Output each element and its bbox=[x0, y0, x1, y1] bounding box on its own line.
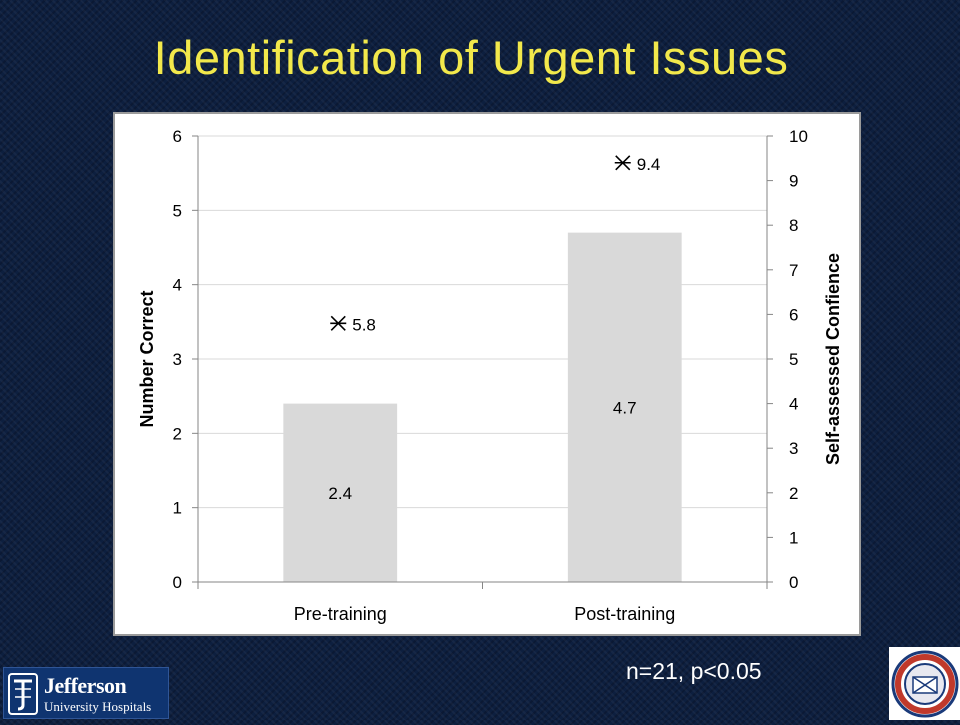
association-seal-logo bbox=[889, 647, 960, 720]
x-category-label: Post-training bbox=[574, 604, 675, 624]
y-tick-label: 1 bbox=[173, 499, 182, 518]
slide-title: Identification of Urgent Issues bbox=[153, 31, 789, 84]
y2-axis-title: Self-assessed Confience bbox=[823, 253, 843, 465]
asterisk-marker bbox=[614, 155, 631, 171]
chart-panel: 0 1 2 3 4 5 6 0 1 2 3 4 5 6 7 8 9 10 2.4 4.7 5.8 9.4 Pre-train… bbox=[113, 112, 861, 636]
jefferson-name: Jefferson bbox=[44, 673, 127, 698]
jefferson-logo: Jefferson University Hospitals bbox=[3, 667, 169, 719]
marker-data-label: 5.8 bbox=[352, 315, 376, 334]
bar-data-label: 4.7 bbox=[613, 398, 637, 417]
y2-tick-label: 9 bbox=[789, 172, 798, 191]
bar bbox=[567, 232, 682, 582]
y-axis-title: Number Correct bbox=[137, 290, 157, 427]
x-category-label: Pre-training bbox=[294, 604, 387, 624]
bar-data-label: 2.4 bbox=[328, 484, 352, 503]
y2-tick-label: 0 bbox=[789, 573, 798, 592]
y-tick-label: 4 bbox=[173, 276, 182, 295]
y2-tick-label: 2 bbox=[789, 484, 798, 503]
asterisk-marker bbox=[330, 315, 347, 331]
y-tick-label: 0 bbox=[173, 573, 182, 592]
jefferson-emblem-icon bbox=[8, 673, 38, 715]
marker-data-label: 9.4 bbox=[637, 155, 661, 174]
footnote: n=21, p<0.05 bbox=[626, 658, 762, 684]
y2-tick-label: 3 bbox=[789, 439, 798, 458]
y2-tick-label: 7 bbox=[789, 261, 798, 280]
axes bbox=[192, 135, 773, 589]
y2-tick-label: 5 bbox=[789, 350, 798, 369]
y2-tick-label: 10 bbox=[789, 127, 808, 146]
jefferson-subtitle: University Hospitals bbox=[44, 699, 152, 714]
bars bbox=[283, 232, 682, 582]
y2-tick-label: 8 bbox=[789, 216, 798, 235]
bar bbox=[283, 403, 398, 582]
y-tick-label: 5 bbox=[173, 201, 182, 220]
y-tick-label: 3 bbox=[173, 350, 182, 369]
y-tick-label: 2 bbox=[173, 424, 182, 443]
y2-tick-label: 4 bbox=[789, 395, 798, 414]
y2-tick-label: 6 bbox=[789, 305, 798, 324]
y2-tick-label: 1 bbox=[789, 528, 798, 547]
labels: 0 1 2 3 4 5 6 0 1 2 3 4 5 6 7 8 9 10 2.4 4.7 5.8 9.4 Pre-train… bbox=[137, 127, 843, 624]
y-tick-label: 6 bbox=[173, 127, 182, 146]
bar-chart: 0 1 2 3 4 5 6 0 1 2 3 4 5 6 7 8 9 10 2.4 4.7 5.8 9.4 Pre-train… bbox=[137, 127, 843, 624]
